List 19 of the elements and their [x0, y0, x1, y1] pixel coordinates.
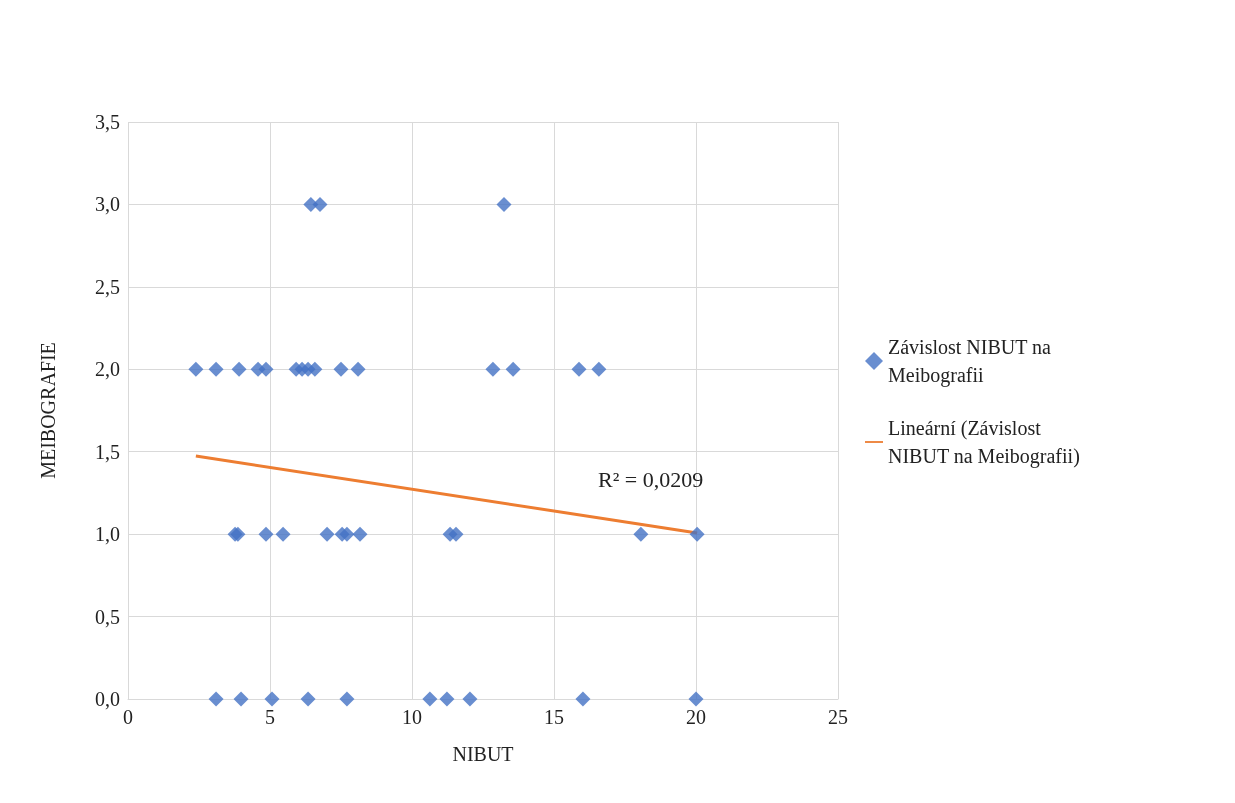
annotation: R² = 0,0209	[598, 466, 704, 492]
x-tick-label: 25	[828, 706, 848, 728]
legend-label: Závislost NIBUT na Meibografii	[888, 336, 1056, 387]
x-tick-label: 20	[686, 706, 706, 728]
y-tick-label: 2,0	[95, 358, 120, 381]
x-tick-label: 5	[265, 706, 275, 728]
legend-label: Lineární (Závislost NIBUT na Meibografii)	[888, 417, 1080, 468]
y-tick-label: 3,5	[95, 111, 120, 133]
x-axis-title: NIBUT	[452, 743, 514, 765]
x-tick-label: 0	[123, 706, 133, 728]
y-axis-title: MEIBOGRAFIE	[37, 342, 59, 479]
y-tick-label: 0,0	[95, 688, 120, 710]
y-tick-label: 3,0	[95, 193, 120, 216]
y-tick-label: 1,0	[95, 523, 120, 546]
y-tick-label: 0,5	[95, 605, 120, 628]
x-tick-label: 15	[544, 706, 564, 728]
y-tick-label: 1,5	[95, 440, 120, 463]
y-tick-label: 2,5	[95, 275, 120, 298]
x-tick-label: 10	[402, 706, 422, 728]
